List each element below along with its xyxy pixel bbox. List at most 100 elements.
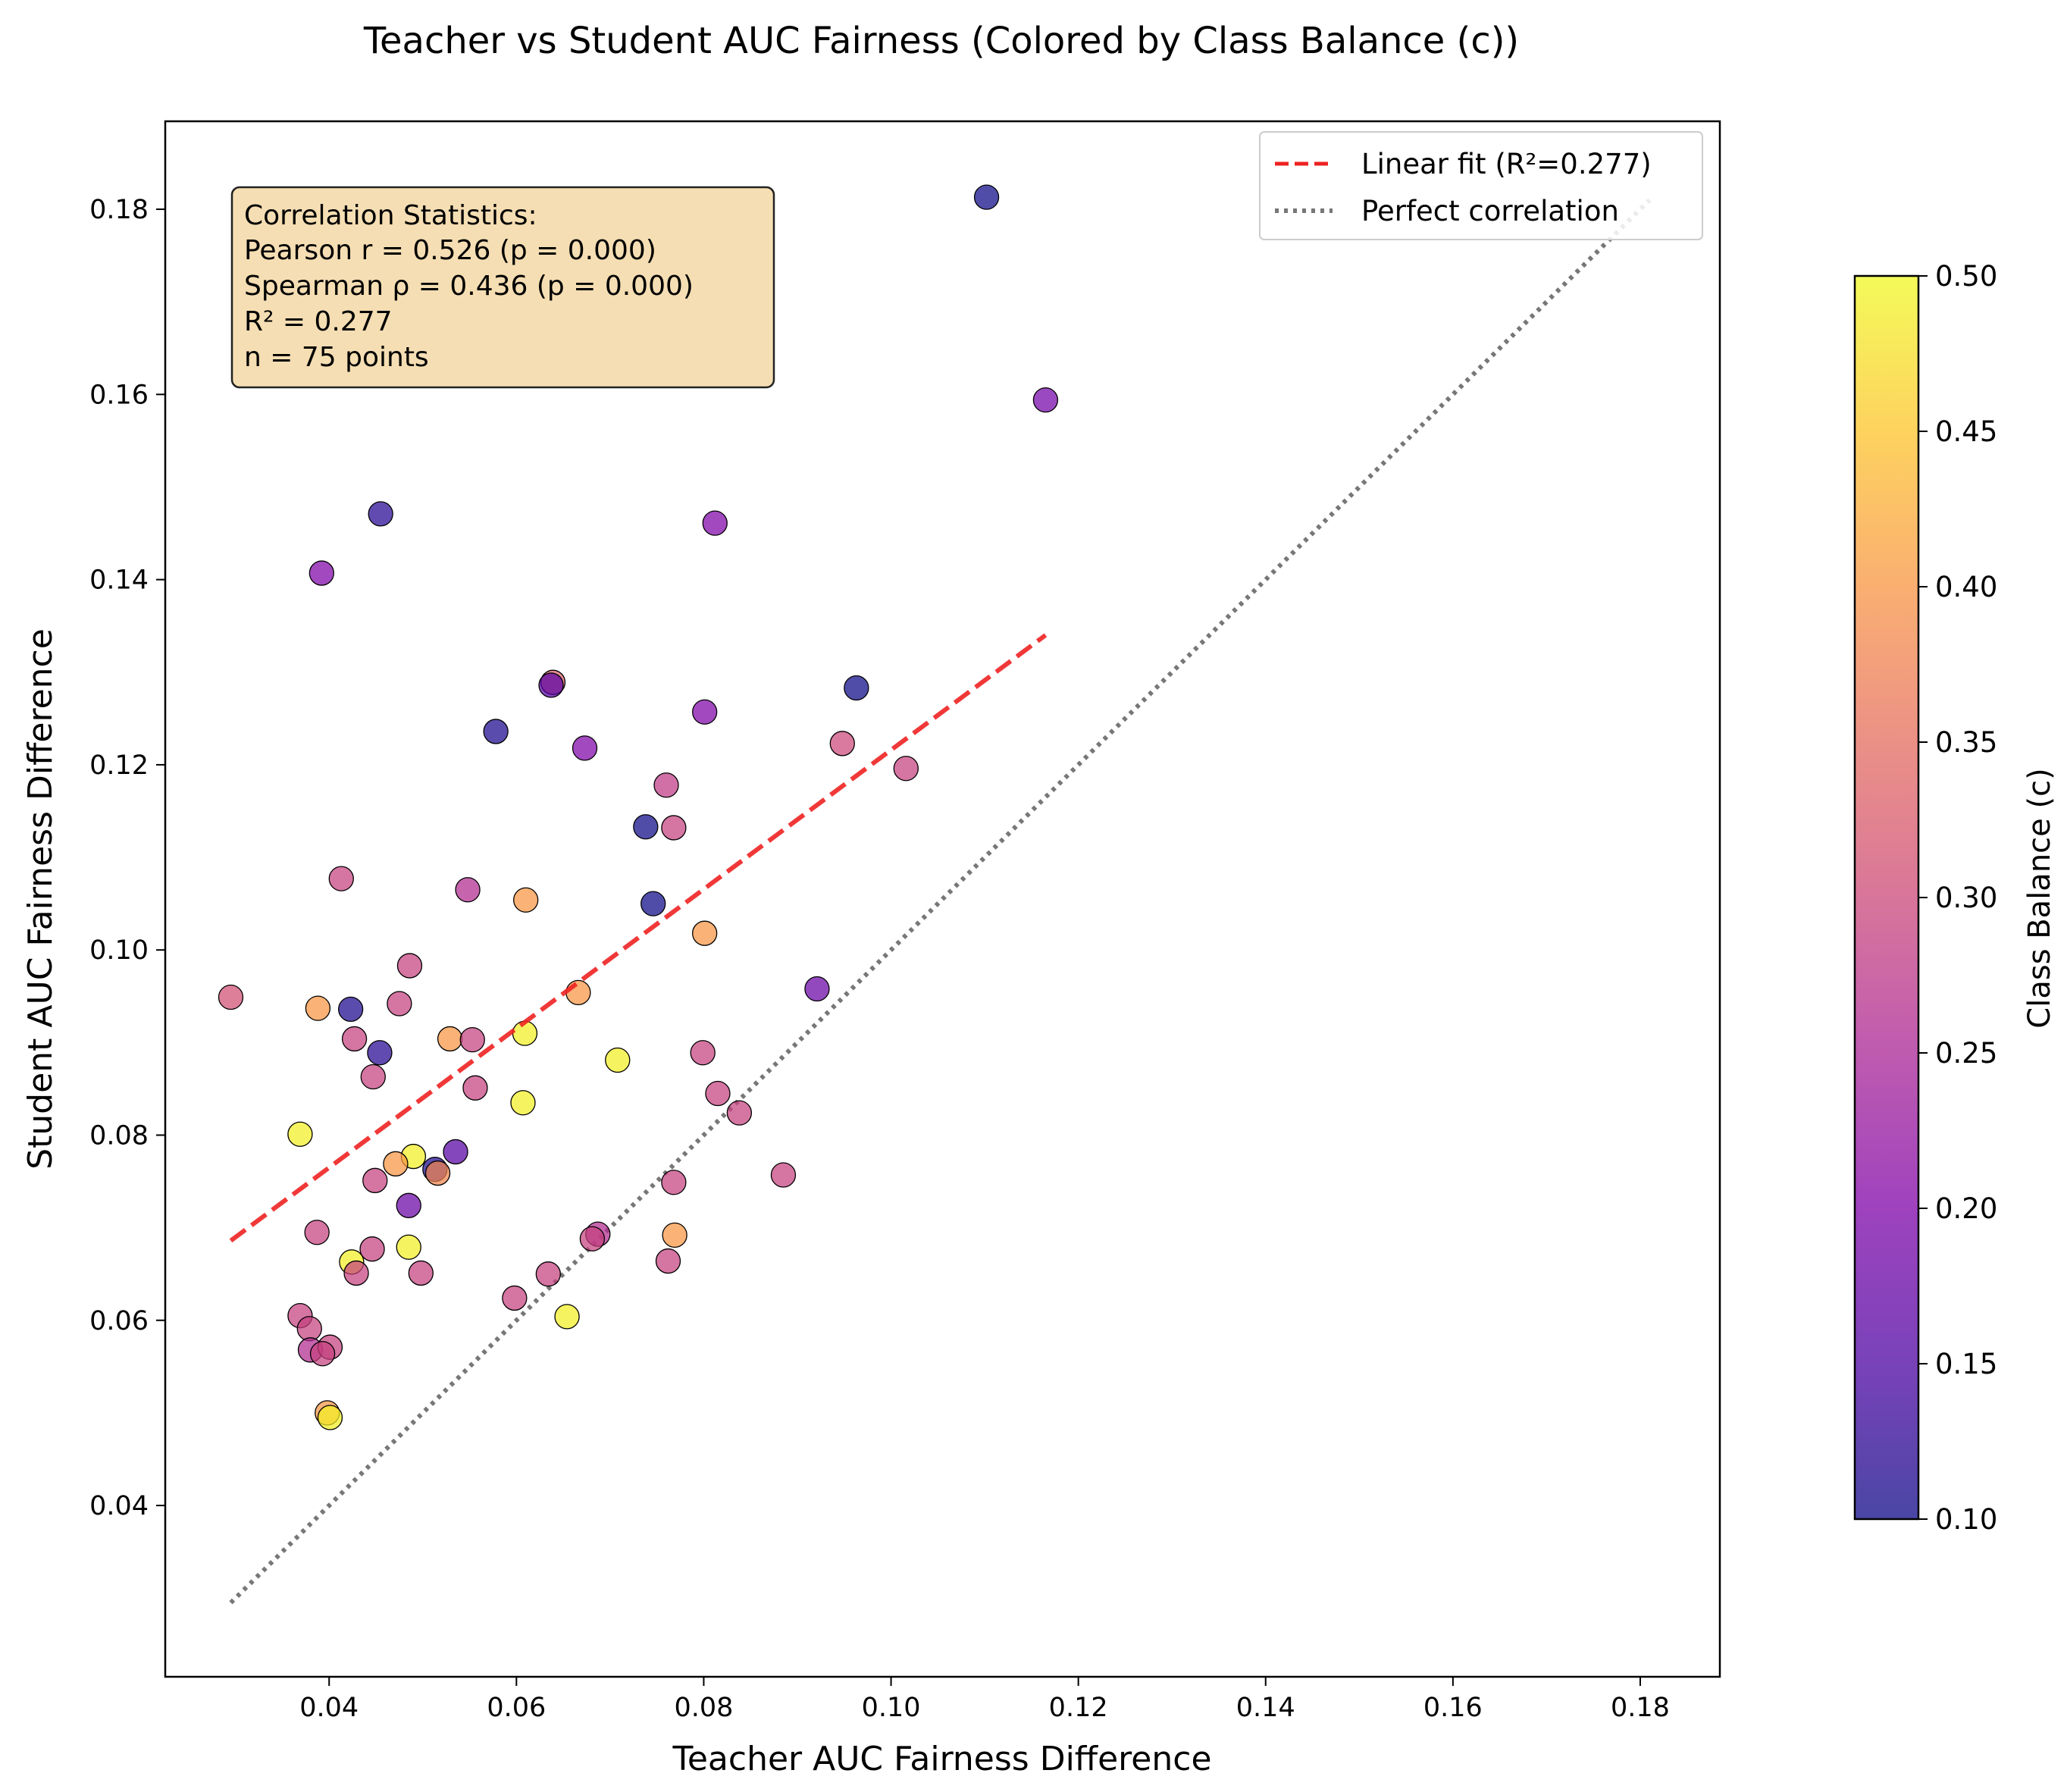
data-point [662, 1222, 687, 1248]
legend-frame [1259, 131, 1703, 240]
data-point [337, 996, 364, 1022]
x-tick-label: 0.10 [862, 1693, 921, 1723]
data-point [702, 510, 728, 536]
colorbar-tick-label: 0.35 [1935, 726, 1997, 759]
data-point [362, 1167, 388, 1193]
colorbar-gradient [1853, 274, 1920, 1521]
data-point [218, 984, 244, 1010]
stats-line-title: Correlation Statistics: [244, 200, 537, 231]
data-point [633, 814, 659, 840]
data-point [483, 719, 509, 744]
data-point [770, 1162, 797, 1188]
data-point [653, 772, 679, 798]
data-point [455, 877, 481, 903]
plot-area [218, 184, 1652, 1605]
colorbar-label: Class Balance (c) [2022, 768, 2057, 1028]
data-point [1032, 387, 1059, 413]
x-axis-label: Teacher AUC Fairness Difference [672, 1740, 1211, 1778]
colorbar-tick-label: 0.20 [1935, 1192, 1997, 1225]
data-point [387, 991, 412, 1017]
x-tick-label: 0.06 [487, 1693, 546, 1723]
data-point [973, 184, 1000, 210]
legend-label-linear-fit: Linear fit (R²=0.277) [1361, 148, 1652, 180]
data-point [804, 976, 830, 1002]
stats-box-background [230, 186, 775, 389]
data-point [396, 1192, 421, 1218]
colorbar-tick-label: 0.45 [1935, 415, 1997, 448]
stats-line-pearson: Pearson r = 0.526 (p = 0.000) [244, 235, 656, 266]
data-point [579, 1226, 606, 1252]
y-tick-label: 0.16 [89, 380, 149, 410]
data-point [692, 699, 718, 725]
data-point [690, 1040, 716, 1066]
colorbar: 0.10 0.15 0.20 0.25 0.30 0.35 0.40 0.45 0.50 Cla… [1853, 260, 2057, 1536]
linear-fit-line [229, 633, 1048, 1243]
colorbar-tick-label: 0.10 [1935, 1503, 1997, 1536]
stats-box: Correlation Statistics: Pearson r = 0.52… [230, 186, 775, 389]
y-tick-label: 0.06 [89, 1306, 149, 1336]
data-point [396, 1234, 421, 1260]
data-point [359, 1236, 385, 1262]
data-point [510, 1090, 536, 1116]
data-point [661, 815, 687, 841]
data-point [893, 756, 919, 782]
data-point [308, 560, 334, 586]
data-point [317, 1405, 343, 1430]
x-tick-label: 0.18 [1611, 1693, 1670, 1723]
data-point [565, 979, 591, 1006]
data-point [360, 1064, 386, 1090]
data-point [459, 1027, 485, 1053]
data-point [437, 1026, 463, 1052]
y-tick-label: 0.08 [89, 1120, 149, 1151]
data-point [296, 1316, 322, 1342]
colorbar-tick-label: 0.30 [1935, 882, 1997, 914]
data-point [462, 1075, 488, 1101]
data-point [367, 1040, 393, 1066]
data-point [396, 953, 423, 979]
y-tick-label: 0.12 [89, 750, 149, 781]
axes-frame [164, 120, 1721, 1678]
y-tick-label: 0.04 [89, 1491, 149, 1521]
data-point [513, 887, 539, 913]
x-axis: 0.04 0.06 0.08 0.10 0.12 0.14 0.16 0.18 [299, 1677, 1670, 1723]
data-point [829, 731, 855, 757]
colorbar-ticks: 0.10 0.15 0.20 0.25 0.30 0.35 0.40 0.45 0.50 [1918, 260, 1997, 1536]
data-point [408, 1260, 434, 1286]
data-point [554, 1304, 580, 1330]
stats-line-spearman: Spearman ρ = 0.436 (p = 0.000) [244, 271, 694, 302]
y-axis: 0.04 0.06 0.08 0.10 0.12 0.14 0.16 0.18 [89, 195, 165, 1521]
data-point [655, 1248, 681, 1274]
colorbar-tick-label: 0.40 [1935, 571, 1997, 603]
data-point [640, 891, 666, 916]
data-point [341, 1026, 368, 1052]
data-point [572, 735, 598, 761]
y-tick-label: 0.18 [89, 195, 149, 225]
data-point [605, 1047, 631, 1073]
data-point [287, 1121, 313, 1147]
data-point [692, 920, 718, 946]
perfect-correlation-line [229, 198, 1652, 1605]
data-point [705, 1080, 731, 1107]
x-tick-label: 0.08 [674, 1693, 733, 1723]
data-point [726, 1100, 753, 1126]
data-point [343, 1260, 369, 1286]
data-point [368, 501, 393, 527]
data-point [502, 1285, 528, 1311]
data-point [328, 866, 354, 891]
y-tick-label: 0.10 [89, 935, 149, 966]
data-point [309, 1341, 336, 1367]
data-point [304, 1220, 330, 1245]
data-point [443, 1139, 468, 1165]
x-tick-label: 0.12 [1049, 1693, 1108, 1723]
colorbar-tick-label: 0.50 [1935, 260, 1997, 293]
stats-line-n: n = 75 points [244, 342, 429, 373]
legend: Linear fit (R²=0.277) Perfect correlatio… [1259, 131, 1703, 240]
data-point [305, 995, 331, 1021]
x-tick-label: 0.04 [299, 1693, 359, 1723]
chart-title: Teacher vs Student AUC Fairness (Colored… [363, 20, 1519, 62]
x-tick-label: 0.16 [1423, 1693, 1483, 1723]
data-point [424, 1160, 451, 1186]
data-point [535, 1261, 561, 1287]
data-point [538, 672, 564, 698]
